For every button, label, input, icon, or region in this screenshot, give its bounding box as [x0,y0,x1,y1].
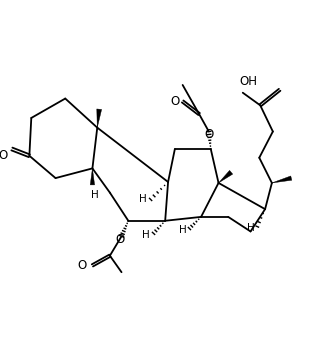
Text: O: O [77,259,87,272]
Polygon shape [218,171,233,183]
Polygon shape [97,109,102,128]
Text: H: H [247,223,254,232]
Text: O: O [204,128,213,141]
Text: H: H [142,230,150,240]
Text: H: H [139,194,147,205]
Text: OH: OH [240,75,258,88]
Text: O: O [0,149,8,162]
Text: H: H [92,190,99,199]
Text: H: H [179,226,186,235]
Polygon shape [90,168,95,185]
Polygon shape [272,176,292,183]
Text: O: O [115,233,124,246]
Text: O: O [170,95,180,108]
